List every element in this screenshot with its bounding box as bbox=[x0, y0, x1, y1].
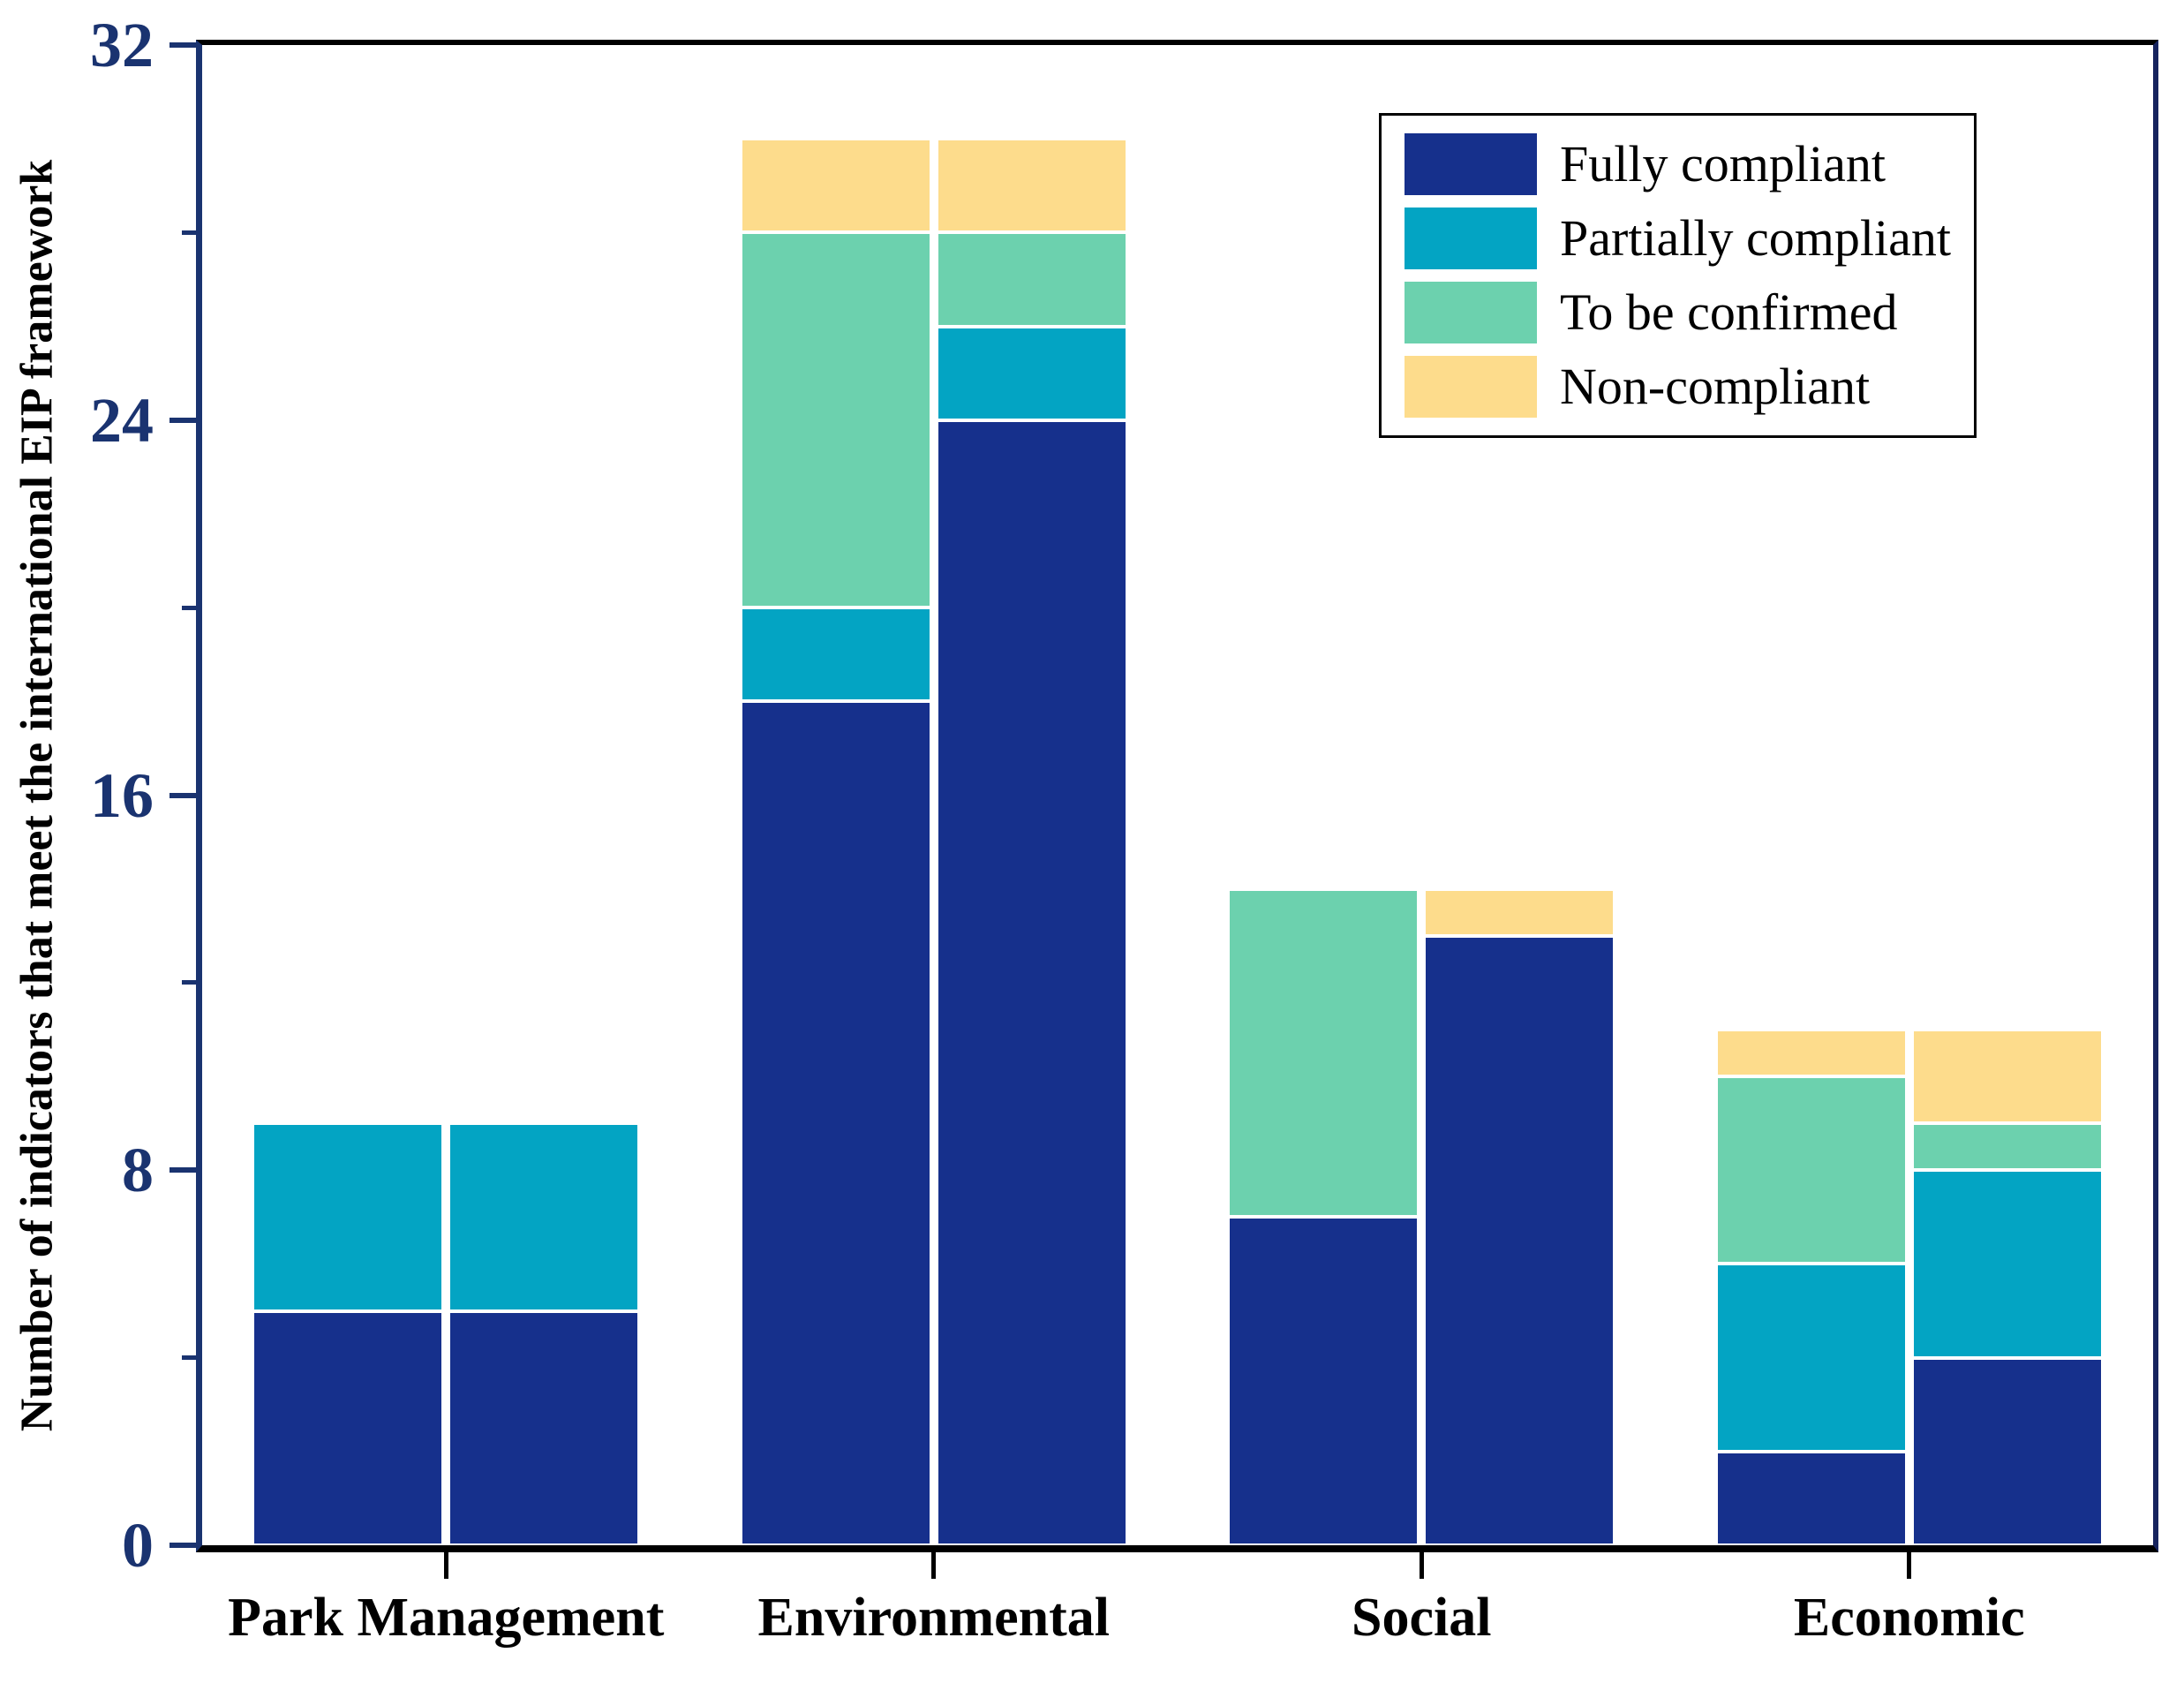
y-tick-minor-20 bbox=[182, 605, 196, 610]
segment-to-be-confirmed-economic-2 bbox=[1911, 1123, 2103, 1171]
segment-fully-compliant-social-1 bbox=[1228, 1217, 1420, 1545]
y-tick-label-32: 32 bbox=[90, 10, 154, 80]
bar-economic-1 bbox=[1715, 1029, 1907, 1545]
y-tick-major-16 bbox=[169, 792, 196, 798]
segment-fully-compliant-social-2 bbox=[1424, 935, 1615, 1545]
segment-partially-compliant-economic-2 bbox=[1911, 1170, 2103, 1358]
segment-to-be-confirmed-environmental-1 bbox=[740, 232, 931, 608]
segment-partially-compliant-economic-1 bbox=[1715, 1264, 1907, 1452]
segment-non-compliant-environmental-2 bbox=[936, 139, 1127, 233]
y-tick-label-0: 0 bbox=[122, 1510, 154, 1581]
x-tick-economic bbox=[1907, 1552, 1912, 1579]
segment-non-compliant-social-2 bbox=[1424, 888, 1615, 936]
legend-item-fully-compliant: Fully compliant bbox=[1405, 133, 1951, 195]
segment-to-be-confirmed-social-1 bbox=[1228, 888, 1420, 1218]
segment-fully-compliant-park-management-2 bbox=[448, 1310, 640, 1545]
x-tick-social bbox=[1419, 1552, 1424, 1579]
segment-fully-compliant-environmental-1 bbox=[740, 701, 931, 1545]
legend-item-partially-compliant: Partially compliant bbox=[1405, 208, 1951, 269]
segment-to-be-confirmed-environmental-2 bbox=[936, 232, 1127, 327]
segment-fully-compliant-park-management-1 bbox=[252, 1310, 444, 1545]
y-tick-major-8 bbox=[169, 1167, 196, 1174]
category-label-environmental: Environmental bbox=[757, 1588, 1110, 1648]
segment-non-compliant-environmental-1 bbox=[740, 139, 931, 233]
bar-park-management-2 bbox=[448, 1123, 640, 1545]
legend: Fully compliant Partially compliant To b… bbox=[1379, 113, 1977, 438]
legend-swatch-non-compliant-icon bbox=[1405, 356, 1537, 418]
segment-partially-compliant-park-management-1 bbox=[252, 1123, 444, 1311]
y-tick-minor-12 bbox=[182, 980, 196, 985]
segment-partially-compliant-environmental-1 bbox=[740, 608, 931, 702]
bar-environmental-1 bbox=[740, 139, 931, 1545]
legend-swatch-to-be-confirmed-icon bbox=[1405, 282, 1537, 343]
bar-park-management-1 bbox=[252, 1123, 444, 1545]
category-label-economic: Economic bbox=[1793, 1588, 2025, 1648]
segment-partially-compliant-environmental-2 bbox=[936, 326, 1127, 420]
legend-swatch-fully-compliant-icon bbox=[1405, 133, 1537, 195]
bar-social-1 bbox=[1228, 888, 1420, 1545]
legend-label: Non-compliant bbox=[1560, 358, 1871, 415]
y-tick-major-0 bbox=[169, 1543, 196, 1548]
y-tick-major-24 bbox=[169, 417, 196, 423]
segment-to-be-confirmed-economic-1 bbox=[1715, 1076, 1907, 1264]
segment-fully-compliant-economic-2 bbox=[1911, 1357, 2103, 1545]
segment-non-compliant-economic-2 bbox=[1911, 1029, 2103, 1124]
legend-item-to-be-confirmed: To be confirmed bbox=[1405, 282, 1951, 343]
y-tick-label-24: 24 bbox=[90, 384, 154, 456]
category-label-park-management: Park Management bbox=[228, 1588, 665, 1648]
y-tick-label-16: 16 bbox=[90, 759, 154, 831]
legend-item-non-compliant: Non-compliant bbox=[1405, 356, 1951, 418]
legend-label: Fully compliant bbox=[1560, 135, 1886, 192]
y-tick-minor-28 bbox=[182, 230, 196, 235]
bar-environmental-2 bbox=[936, 139, 1127, 1545]
x-tick-park-management bbox=[443, 1552, 448, 1579]
y-tick-minor-4 bbox=[182, 1355, 196, 1361]
category-label-social: Social bbox=[1352, 1588, 1492, 1648]
bar-economic-2 bbox=[1911, 1029, 2103, 1545]
y-tick-major-32 bbox=[169, 42, 196, 48]
segment-fully-compliant-economic-1 bbox=[1715, 1451, 1907, 1545]
segment-fully-compliant-environmental-2 bbox=[936, 419, 1127, 1545]
bar-social-2 bbox=[1424, 888, 1615, 1545]
legend-label: Partially compliant bbox=[1560, 209, 1951, 267]
plot-area: Park Management Environmental Social Econom… bbox=[90, 13, 2153, 1648]
segment-partially-compliant-park-management-2 bbox=[448, 1123, 640, 1311]
y-tick-label-8: 8 bbox=[122, 1135, 154, 1206]
legend-swatch-partially-compliant-icon bbox=[1405, 208, 1537, 269]
legend-label: To be confirmed bbox=[1560, 283, 1898, 341]
x-tick-environmental bbox=[931, 1552, 937, 1579]
segment-non-compliant-economic-1 bbox=[1715, 1029, 1907, 1077]
